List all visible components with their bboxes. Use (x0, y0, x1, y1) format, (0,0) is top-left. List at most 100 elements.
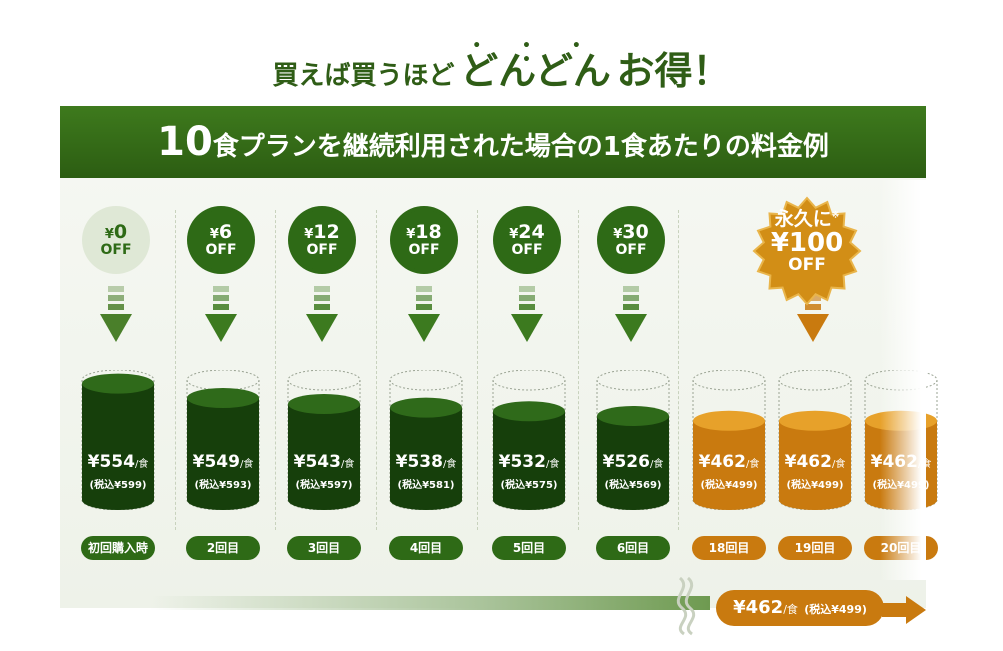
price-unit: /食 (340, 459, 355, 470)
badge-amount-line: ¥6 (210, 220, 233, 243)
price-value: ¥532/食 (492, 452, 566, 472)
headline-part3: お得！ (616, 49, 731, 93)
down-arrow-icon (511, 286, 543, 342)
badge-amount-line: ¥18 (406, 220, 442, 243)
price-cylinder: ¥462/食 (税込¥499) (778, 370, 852, 510)
right-arrow-icon (882, 596, 926, 624)
forever-off: OFF (788, 255, 826, 276)
banner-number: 10 (157, 119, 213, 165)
price-value: ¥526/食 (596, 452, 670, 472)
price-value: ¥554/食 (81, 452, 155, 472)
price-tax: (税込¥599) (89, 480, 147, 491)
cylinder-graphic (692, 370, 766, 510)
bottom-tax: (税込¥499) (804, 603, 867, 616)
price-value: ¥549/食 (186, 452, 260, 472)
starburst-icon (752, 196, 862, 306)
price-panel: 10食プランを継続利用された場合の1食あたりの料金例 (60, 106, 926, 608)
cylinder-graphic (389, 370, 463, 510)
price-unit: /食 (442, 459, 457, 470)
price-amount: ¥462 (784, 452, 832, 472)
column-divider (477, 210, 478, 530)
cylinder-graphic (186, 370, 260, 510)
cylinder-graphic (778, 370, 852, 510)
banner-text: 食プランを継続利用された場合の1食あたりの料金例 (212, 132, 829, 162)
badge-off: OFF (100, 241, 132, 258)
column-divider (376, 210, 377, 530)
price-unit: /食 (239, 459, 254, 470)
price-tax: (税込¥569) (604, 480, 662, 491)
column-divider (578, 210, 579, 530)
price-tax: (税込¥499) (700, 480, 758, 491)
price-cylinder: ¥549/食 (税込¥593) (186, 370, 260, 510)
forever-discount-text: 永久に※ ¥100 OFF (752, 208, 862, 276)
plan-banner: 10食プランを継続利用された場合の1食あたりの料金例 (60, 106, 926, 178)
badge-off: OFF (306, 241, 338, 258)
column-divider (275, 210, 276, 530)
price-amount: ¥543 (293, 452, 341, 472)
badge-off: OFF (205, 241, 237, 258)
cylinder-graphic (81, 370, 155, 510)
wave-break-icon (676, 576, 696, 636)
down-arrow-icon (306, 286, 338, 342)
discount-badge: ¥12 OFF (292, 210, 352, 270)
price-value: ¥543/食 (287, 452, 361, 472)
price-tax: (税込¥499) (786, 480, 844, 491)
price-unit: /食 (134, 459, 149, 470)
badge-amount-line: ¥30 (613, 222, 649, 243)
price-cylinder: ¥538/食 (税込¥581) (389, 370, 463, 510)
badge-amount: 18 (415, 220, 442, 243)
badge-yen: ¥ (406, 226, 416, 242)
bottom-price: ¥462 (733, 597, 784, 618)
price-cylinder: ¥543/食 (税込¥597) (287, 370, 361, 510)
progress-track (150, 596, 710, 610)
purchase-count-label: 4回目 (389, 536, 463, 560)
column-divider (678, 210, 679, 530)
price-value: ¥462/食 (692, 452, 766, 472)
forever-discount-badge: 永久に※ ¥100 OFF (752, 196, 862, 306)
badge-amount: 6 (218, 220, 233, 243)
price-amount: ¥554 (87, 452, 135, 472)
badge-amount-line: ¥0 (104, 220, 128, 243)
down-arrow-icon (100, 286, 132, 342)
forever-amount: ¥100 (770, 227, 844, 258)
purchase-count-label: 19回目 (778, 536, 852, 560)
headline-part2: • • • • どんどん (460, 39, 611, 93)
badge-amount-line: ¥24 (509, 222, 545, 243)
badge-off: OFF (615, 241, 647, 258)
headline-part1: 買えば買うほど (272, 61, 455, 91)
headline-part2-text: どんどん (460, 49, 611, 93)
purchase-count-label: 18回目 (692, 536, 766, 560)
price-cylinder: ¥462/食 (税込¥499) (692, 370, 766, 510)
fade-overlay (880, 180, 926, 580)
cylinder-graphic (287, 370, 361, 510)
badge-off: OFF (408, 241, 440, 258)
price-amount: ¥462 (698, 452, 746, 472)
down-arrow-icon (615, 286, 647, 342)
price-cylinder: ¥554/食 (税込¥599) (81, 370, 155, 510)
discount-badge: ¥24 OFF (497, 210, 557, 270)
badge-amount: 12 (313, 220, 340, 243)
price-value: ¥462/食 (778, 452, 852, 472)
purchase-count-label: 初回購入時 (81, 536, 155, 560)
badge-yen: ¥ (613, 226, 623, 242)
discount-badge: ¥18 OFF (394, 210, 454, 270)
down-arrow-icon (408, 286, 440, 342)
purchase-count-label: 5回目 (492, 536, 566, 560)
headline: 買えば買うほど • • • • どんどん お得！ (0, 39, 1003, 95)
discount-badge: ¥0 OFF (86, 210, 146, 270)
price-amount: ¥526 (602, 452, 650, 472)
price-unit: /食 (745, 459, 760, 470)
price-tax: (税込¥575) (500, 480, 558, 491)
badge-yen: ¥ (104, 226, 114, 242)
badge-amount: 0 (113, 220, 128, 243)
purchase-count-label: 3回目 (287, 536, 361, 560)
emphasis-dots: • • • • (472, 38, 599, 68)
badge-yen: ¥ (304, 226, 314, 242)
price-cylinder: ¥532/食 (税込¥575) (492, 370, 566, 510)
forever-label: 永久に (774, 208, 832, 230)
discount-badge: ¥6 OFF (191, 210, 251, 270)
cylinder-graphic (492, 370, 566, 510)
bottom-price-pill: ¥462/食 (税込¥499) (716, 590, 884, 626)
price-cylinder: ¥526/食 (税込¥569) (596, 370, 670, 510)
column-divider (175, 210, 176, 530)
